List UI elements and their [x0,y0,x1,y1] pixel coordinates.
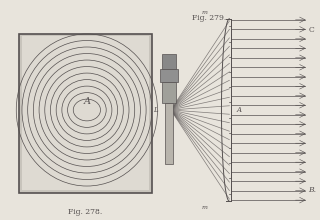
FancyBboxPatch shape [165,103,173,164]
Text: B.: B. [308,186,316,194]
Text: L: L [154,106,158,114]
FancyBboxPatch shape [19,34,152,192]
Text: Fig. 279.: Fig. 279. [192,15,226,22]
FancyBboxPatch shape [160,69,178,82]
FancyBboxPatch shape [22,36,148,190]
FancyBboxPatch shape [162,53,176,69]
Text: m: m [201,10,207,15]
FancyBboxPatch shape [162,82,176,103]
Text: Fig. 278.: Fig. 278. [68,208,102,216]
Text: m: m [201,205,207,210]
Text: A: A [84,97,90,106]
Text: A: A [236,106,241,114]
Text: C: C [308,26,314,34]
